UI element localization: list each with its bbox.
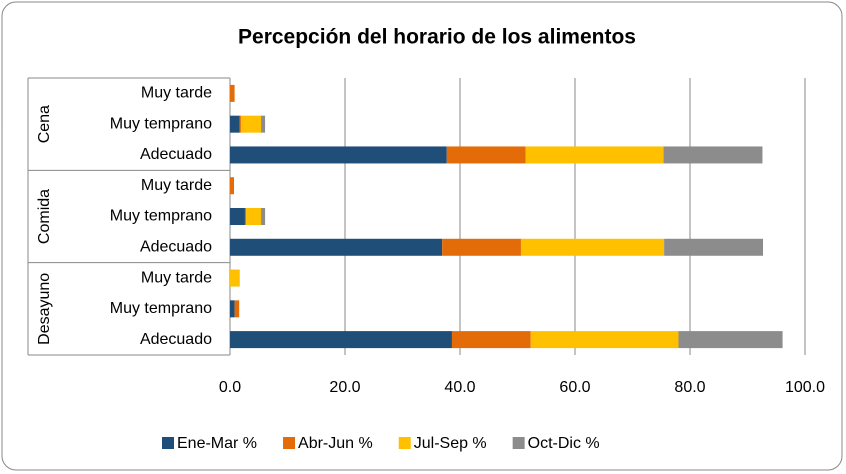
legend-label: Oct-Dic %: [528, 435, 600, 452]
y-tick-label: Muy temprano: [110, 115, 212, 132]
bar-segment: [230, 115, 240, 133]
bar-segment: [230, 84, 235, 102]
bar-segment: [240, 115, 262, 133]
y-tick-label: Muy temprano: [110, 300, 212, 317]
bar-segment: [230, 331, 452, 349]
bar-segment: [230, 146, 447, 164]
x-tick-label: 0.0: [219, 379, 241, 396]
bar-segment: [442, 238, 521, 256]
y-tick-label: Muy tarde: [141, 177, 212, 194]
bar-segment: [525, 146, 664, 164]
bar-segment: [261, 115, 266, 133]
group-label: Desayuno: [36, 273, 53, 345]
y-tick-label: Adecuado: [140, 331, 212, 348]
bar-segment: [244, 208, 247, 225]
legend-swatch: [512, 437, 525, 449]
legend-swatch: [283, 437, 296, 449]
y-tick-label: Adecuado: [140, 238, 212, 255]
chart-title: Percepción del horario de los alimentos: [238, 26, 636, 49]
bar-segment: [239, 115, 241, 133]
legend-swatch: [162, 437, 174, 449]
bar-segment: [230, 208, 245, 225]
legend-label: Jul-Sep %: [414, 435, 487, 452]
x-tick-label: 40.0: [444, 379, 475, 396]
group-label: Comida: [36, 189, 53, 244]
bar-segment: [230, 300, 235, 318]
y-tick-label: Adecuado: [140, 146, 212, 163]
x-tick-label: 60.0: [559, 379, 590, 396]
x-tick-label: 20.0: [329, 379, 360, 396]
bar-segment: [451, 331, 531, 349]
bar-segment: [261, 208, 266, 225]
bar-segment: [678, 331, 783, 349]
y-tick-label: Muy tarde: [141, 269, 212, 286]
bar-segment: [663, 146, 763, 164]
legend-label: Ene-Mar %: [177, 435, 257, 452]
legend-swatch: [398, 437, 411, 449]
bar-segment: [446, 146, 526, 164]
y-tick-label: Muy temprano: [110, 208, 212, 225]
bar-segment: [520, 238, 665, 256]
x-tick-label: 80.0: [674, 379, 705, 396]
legend-label: Abr-Jun %: [298, 435, 373, 452]
bar-segment: [230, 177, 235, 195]
bar-segment: [246, 208, 262, 225]
group-label: Cena: [36, 105, 53, 143]
bar-segment: [230, 238, 443, 256]
bar-segment: [230, 269, 240, 287]
y-tick-label: Muy tarde: [141, 85, 212, 102]
bar-segment: [664, 238, 764, 256]
x-tick-label: 100.0: [785, 379, 825, 396]
bar-segment: [530, 331, 679, 349]
bar-segment: [234, 300, 240, 318]
